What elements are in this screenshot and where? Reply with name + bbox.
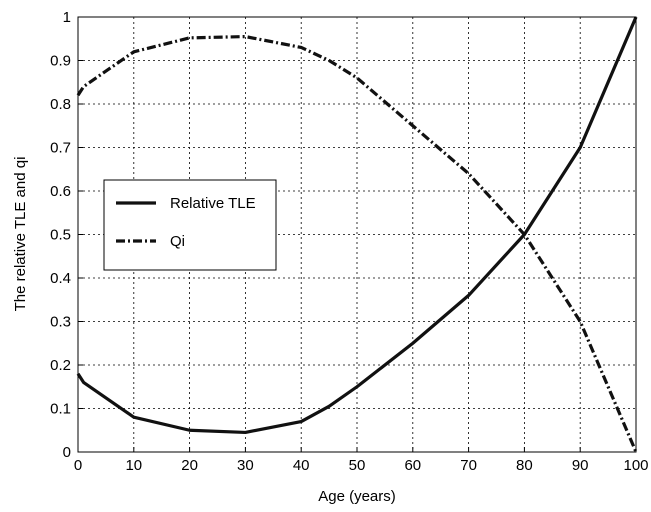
ticks-layer: 0 10 20 30 40 50 60 70 80 90 100 0 0.1 0.2 0.3 0.4 0.5 0.… [50,9,648,474]
y-tick-label: 0.9 [50,53,71,70]
x-tick-label: 20 [181,457,198,474]
y-tick-label: 0.6 [50,183,71,200]
y-tick-label: 0.4 [50,270,71,287]
legend: Relative TLE Qi [103,179,277,271]
y-tick-label: 0 [63,444,71,461]
legend-label-qi: Qi [170,233,185,250]
y-tick-label: 0.7 [50,140,71,157]
x-tick-label: 60 [404,457,421,474]
y-tick-label: 1 [63,9,71,26]
x-tick-label: 80 [516,457,533,474]
x-tick-label: 100 [623,457,648,474]
y-axis-label: The relative TLE and qi [12,157,29,312]
legend-label-relative-tle: Relative TLE [170,195,256,212]
series-line-qi [76,34,638,453]
x-axis-label: Age (years) [318,488,396,505]
x-tick-label: 40 [293,457,310,474]
x-tick-label: 0 [74,457,82,474]
series-layer [76,16,638,453]
y-tick-label: 0.3 [50,314,71,331]
x-tick-label: 30 [237,457,254,474]
x-tick-label: 90 [572,457,589,474]
x-tick-label: 10 [125,457,142,474]
y-tick-label: 0.1 [50,401,71,418]
y-tick-label: 0.8 [50,96,71,113]
legend-box [103,179,277,271]
grid-layer [78,17,636,452]
x-tick-label: 70 [460,457,477,474]
y-tick-label: 0.2 [50,357,71,374]
x-tick-label: 50 [349,457,366,474]
y-tick-label: 0.5 [50,227,71,244]
